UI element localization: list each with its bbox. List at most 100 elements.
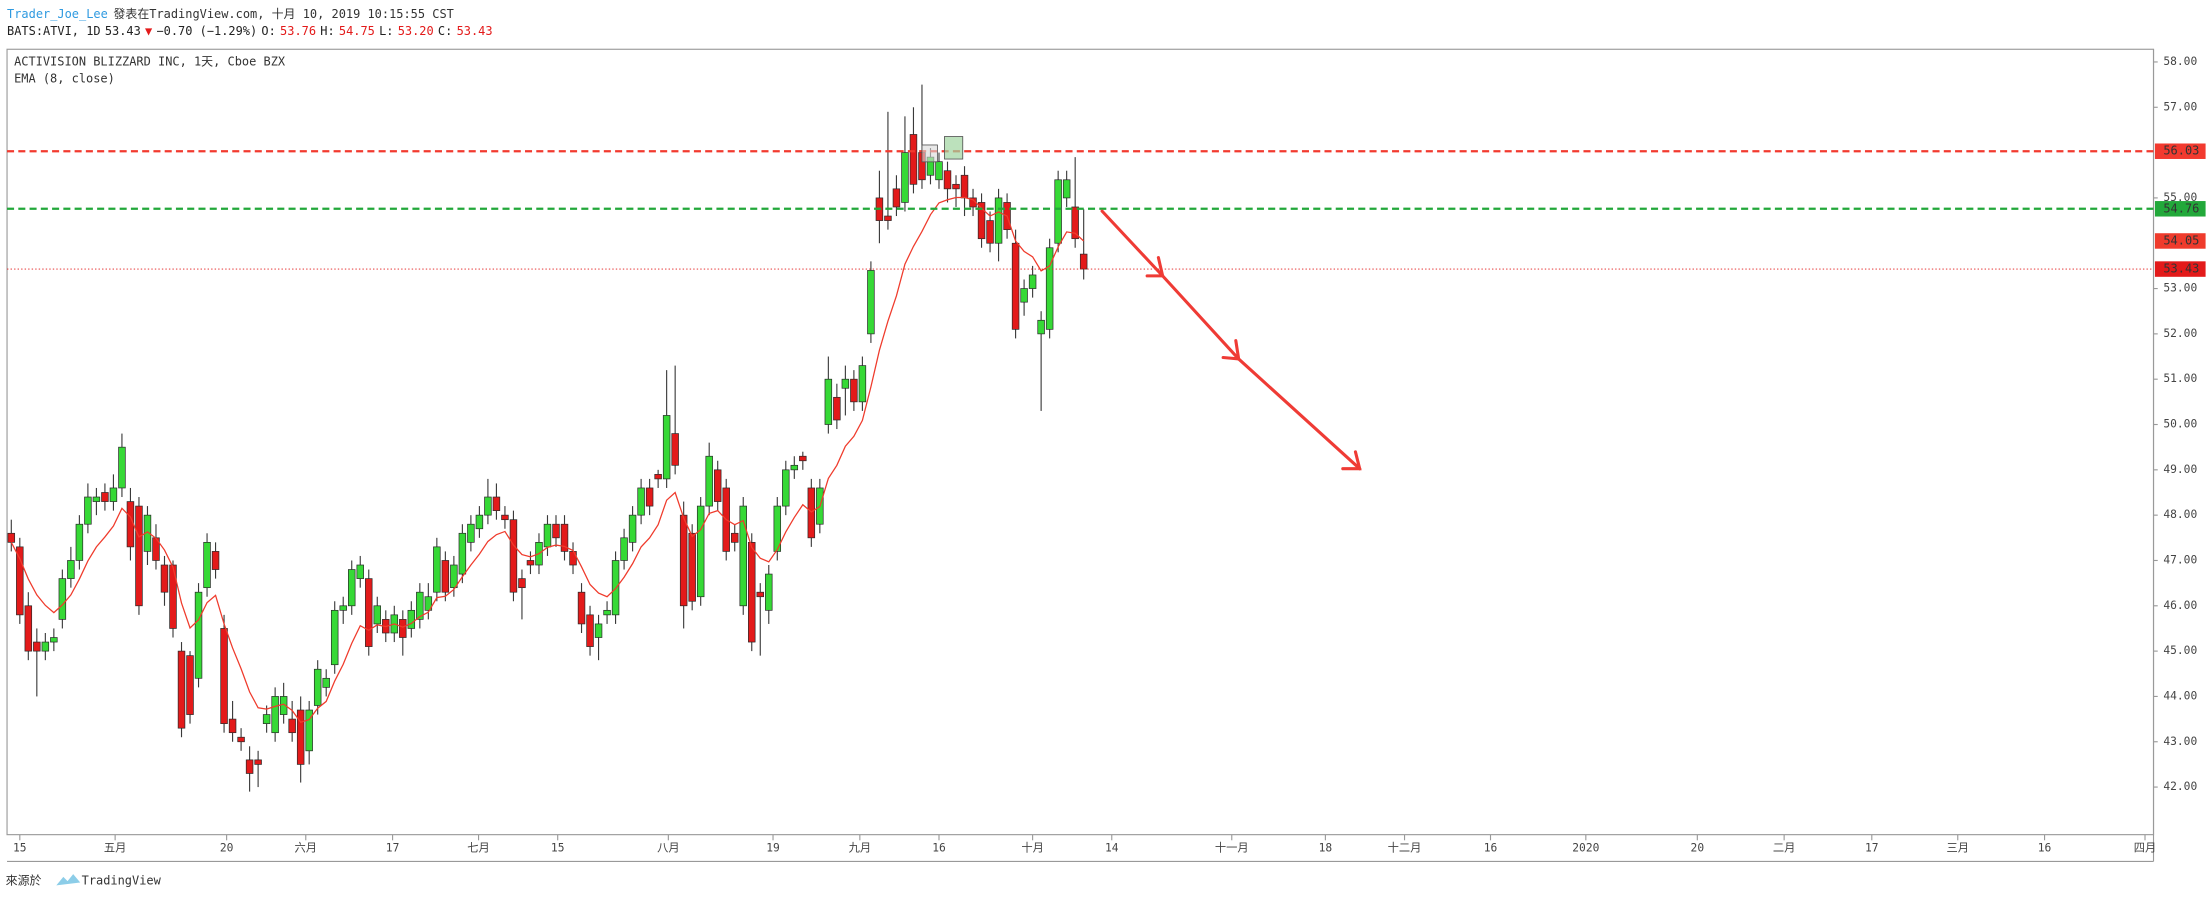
candle-body: [620, 537, 628, 561]
candle-body: [484, 496, 492, 516]
x-tick-label: 14: [1105, 842, 1119, 855]
y-tick-label: 52.00: [2163, 327, 2197, 340]
candle-body: [365, 578, 373, 647]
x-tick-label: 二月: [1773, 842, 1796, 855]
candle-body: [892, 188, 901, 208]
x-tick-label: 20: [1691, 842, 1705, 855]
candle-body: [186, 655, 194, 715]
candle-body: [399, 619, 407, 638]
candle-body: [501, 514, 509, 521]
candle-body: [688, 532, 696, 602]
highlight-box: [921, 144, 938, 163]
x-tick-label: 2020: [1572, 842, 1599, 855]
candle-body: [416, 591, 424, 620]
candle-body: [850, 378, 858, 403]
y-tick-label: 55.00: [2163, 191, 2197, 204]
candle-body: [977, 202, 986, 240]
price-tag-label: 53.43: [2163, 262, 2199, 276]
x-tick-label: 八月: [657, 842, 680, 855]
candle-body: [756, 591, 764, 598]
quote-part: C:: [438, 23, 452, 37]
candle-body: [313, 668, 322, 706]
ema-line: [10, 196, 1085, 724]
price-tag-label: 54.76: [2163, 201, 2199, 215]
y-tick-label: 47.00: [2163, 553, 2197, 566]
candle-body: [228, 718, 237, 734]
symbol-legend: ACTIVISION BLIZZARD INC, 1天, Cboe BZX: [14, 54, 286, 68]
candle-body: [807, 487, 816, 539]
candle-body: [220, 628, 228, 724]
candle-body: [526, 560, 535, 566]
candle-body: [654, 474, 662, 480]
candle-body: [986, 220, 994, 244]
candle-body: [50, 637, 58, 643]
candle-body: [67, 560, 75, 579]
candle-body: [730, 532, 739, 543]
candle-body: [75, 523, 84, 561]
candle-body: [569, 551, 577, 566]
candle-body: [203, 541, 211, 589]
quote-part: 54.75: [339, 23, 375, 37]
y-tick-label: 45.00: [2163, 644, 2197, 657]
candle-body: [348, 569, 356, 607]
candle-body: [552, 523, 560, 539]
candle-body: [833, 396, 841, 421]
x-tick-label: 15: [551, 842, 565, 855]
candle-body: [841, 378, 850, 389]
x-tick-label: 20: [220, 842, 234, 855]
quote-part: ▼: [145, 23, 153, 37]
arrow: [1161, 274, 1241, 361]
price-tag: [2154, 261, 2206, 277]
header-line: Trader_Joe_Lee 發表在TradingView.com, 十月 10,…: [7, 6, 454, 21]
candle-body: [799, 455, 807, 462]
candle-body: [288, 718, 296, 734]
candle-body: [696, 505, 705, 598]
candle-body: [586, 614, 594, 647]
price-tag: [2154, 143, 2206, 159]
candle-body: [135, 505, 143, 607]
candle-body: [450, 564, 458, 589]
candle-body: [339, 605, 347, 611]
candle-body: [1062, 179, 1071, 199]
candle-body: [433, 546, 441, 593]
brand-link[interactable]: TradingView: [82, 874, 162, 888]
quote-part: 53.43: [105, 23, 141, 37]
candle-body: [867, 270, 875, 335]
x-tick-label: 四月: [2134, 842, 2157, 855]
x-tick-label: 17: [386, 842, 400, 855]
candle-body: [24, 605, 33, 652]
candle-body: [594, 623, 603, 638]
candle-body: [628, 514, 637, 543]
candle-body: [560, 523, 569, 552]
candle-body: [773, 505, 782, 552]
candle-body: [713, 469, 722, 502]
candle-body: [577, 591, 586, 625]
price-tag: [2154, 201, 2206, 217]
candle-body: [458, 532, 467, 575]
candle-body: [943, 170, 952, 190]
source-label: 來源於: [6, 873, 42, 888]
candle-body: [169, 564, 177, 629]
author[interactable]: Trader_Joe_Lee: [7, 7, 108, 21]
candle-body: [7, 532, 16, 543]
x-tick-label: 九月: [849, 842, 872, 855]
candle-body: [475, 514, 484, 530]
candle-body: [237, 736, 245, 743]
highlight-box: [944, 136, 964, 160]
y-tick-label: 58.00: [2163, 55, 2197, 68]
drawings: [921, 136, 1362, 471]
candle-body: [441, 560, 450, 593]
candle-body: [1079, 253, 1088, 270]
candle-body: [765, 573, 773, 611]
quote-part: 53.76: [280, 23, 316, 37]
candle-body: [909, 134, 918, 185]
candle-body: [84, 496, 92, 525]
candle-body: [858, 365, 867, 403]
candle-body: [194, 591, 203, 679]
quote-part: O:: [261, 23, 275, 37]
candle-body: [824, 378, 833, 425]
quote-part: H:: [320, 23, 334, 37]
arrow: [1237, 357, 1362, 471]
